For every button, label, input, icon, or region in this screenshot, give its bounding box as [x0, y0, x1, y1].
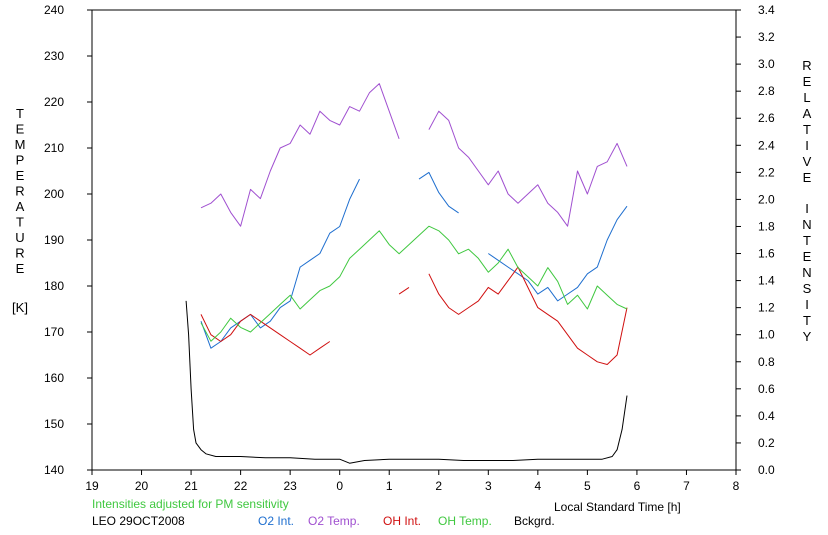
- y-left-label-char: T: [16, 106, 24, 121]
- y-left-label-char: P: [16, 153, 25, 168]
- y-right-label-char: I: [805, 201, 809, 216]
- x-tick-label: 2: [435, 479, 442, 493]
- y-left-tick-label: 150: [44, 417, 64, 431]
- x-tick-label: 6: [634, 479, 641, 493]
- x-axis: 19 20 21 22 23 0 1 2 3 4 5 6 7 8: [85, 470, 740, 493]
- y-left-label-char: E: [16, 122, 25, 137]
- y-right-tick-label: 0.2: [758, 436, 775, 450]
- y-left-tick-label: 170: [44, 325, 64, 339]
- series-oh-int: [200, 266, 628, 365]
- x-tick-label: 21: [184, 479, 198, 493]
- y-right-label-char: Y: [803, 329, 812, 344]
- y-left-tick-label: 140: [44, 463, 64, 477]
- y-right-label-char: I: [805, 138, 809, 153]
- series-layer: [185, 83, 628, 464]
- x-axis-label: Local Standard Time [h]: [554, 500, 681, 514]
- y-left-label-char: E: [16, 168, 25, 183]
- y-left-tick-label: 160: [44, 371, 64, 385]
- station-label: LEO 29OCT2008: [92, 514, 185, 528]
- y-right-tick-label: 2.8: [758, 84, 775, 98]
- series-oh-temp: [200, 225, 628, 342]
- x-tick-label: 4: [535, 479, 542, 493]
- y-left-label-char: T: [16, 215, 24, 230]
- y-right-tick-label: 2.4: [758, 138, 775, 152]
- y-right-label-char: N: [802, 265, 811, 280]
- x-tick-label: 22: [234, 479, 248, 493]
- series-bckgrd: [185, 300, 628, 464]
- y-right-label-char: E: [803, 74, 812, 89]
- y-right-label-char: V: [803, 154, 812, 169]
- y-left-tick-label: 190: [44, 233, 64, 247]
- y-left-tick-label: 200: [44, 187, 64, 201]
- legend-oh-temp: OH Temp.: [438, 514, 492, 528]
- y-right-label-char: T: [803, 122, 811, 137]
- legend-bckgrd: Bckgrd.: [514, 514, 555, 528]
- y-right-label-char: S: [803, 281, 812, 296]
- x-tick-label: 3: [485, 479, 492, 493]
- y-right-tick-label: 1.2: [758, 301, 775, 315]
- x-tick-label: 1: [386, 479, 393, 493]
- y-right-label-char: R: [802, 58, 811, 73]
- series-o2-temp: [200, 83, 628, 227]
- y-left-label-char: A: [16, 199, 25, 214]
- legend-o2-int: O2 Int.: [258, 514, 295, 528]
- y-left-label-char: R: [15, 184, 24, 199]
- y-right-label-char: T: [803, 233, 811, 248]
- y-right-tick-label: 1.0: [758, 328, 775, 342]
- y-right-tick-label: 0.6: [758, 382, 775, 396]
- y-axis-right: 0.0 0.2 0.4 0.6 0.8 1.0 1.2 1.4 1.6 1.8 2.0 2.2 2.4 2…: [736, 3, 775, 477]
- y-right-tick-label: 0.0: [758, 463, 775, 477]
- y-left-tick-label: 230: [44, 49, 64, 63]
- y-left-tick-label: 210: [44, 141, 64, 155]
- y-right-tick-label: 2.6: [758, 111, 775, 125]
- x-tick-label: 5: [584, 479, 591, 493]
- y-right-label-char: N: [802, 217, 811, 232]
- x-tick-label: 8: [733, 479, 740, 493]
- y-right-label-char: A: [803, 106, 812, 121]
- y-left-label-char: E: [16, 261, 25, 276]
- y-right-label-char: T: [803, 313, 811, 328]
- legend-oh-int: OH Int.: [383, 514, 422, 528]
- y-left-label-char: R: [15, 246, 24, 261]
- legend-o2-temp: O2 Temp.: [308, 514, 360, 528]
- y-left-tick-label: 180: [44, 279, 64, 293]
- y-left-label-char: U: [15, 230, 24, 245]
- y-right-tick-label: 1.6: [758, 247, 775, 261]
- x-tick-label: 7: [683, 479, 690, 493]
- y-right-tick-label: 0.4: [758, 409, 775, 423]
- y-right-tick-label: 0.8: [758, 355, 775, 369]
- y-left-unit: [K]: [12, 300, 28, 315]
- y-right-tick-label: 3.0: [758, 57, 775, 71]
- y-right-label-char: E: [803, 249, 812, 264]
- y-right-tick-label: 1.4: [758, 274, 775, 288]
- y-right-label-char: E: [803, 170, 812, 185]
- x-tick-label: 0: [336, 479, 343, 493]
- y-right-label-char: I: [805, 297, 809, 312]
- y-right-tick-label: 3.2: [758, 30, 775, 44]
- x-tick-label: 19: [85, 479, 99, 493]
- x-tick-label: 20: [135, 479, 149, 493]
- y-right-tick-label: 1.8: [758, 219, 775, 233]
- x-tick-label: 23: [283, 479, 297, 493]
- y-left-tick-label: 220: [44, 95, 64, 109]
- y-axis-left: 140 150 160 170 180 190 200 210 220 230 240: [44, 3, 92, 477]
- y-right-tick-label: 2.0: [758, 192, 775, 206]
- y-right-label-char: L: [803, 90, 810, 105]
- y-left-label-char: M: [15, 137, 26, 152]
- y-left-tick-label: 240: [44, 3, 64, 17]
- y-right-tick-label: 3.4: [758, 3, 775, 17]
- series-o2-int: [200, 171, 628, 349]
- sensitivity-note: Intensities adjusted for PM sensitivity: [92, 497, 289, 511]
- y-right-tick-label: 2.2: [758, 165, 775, 179]
